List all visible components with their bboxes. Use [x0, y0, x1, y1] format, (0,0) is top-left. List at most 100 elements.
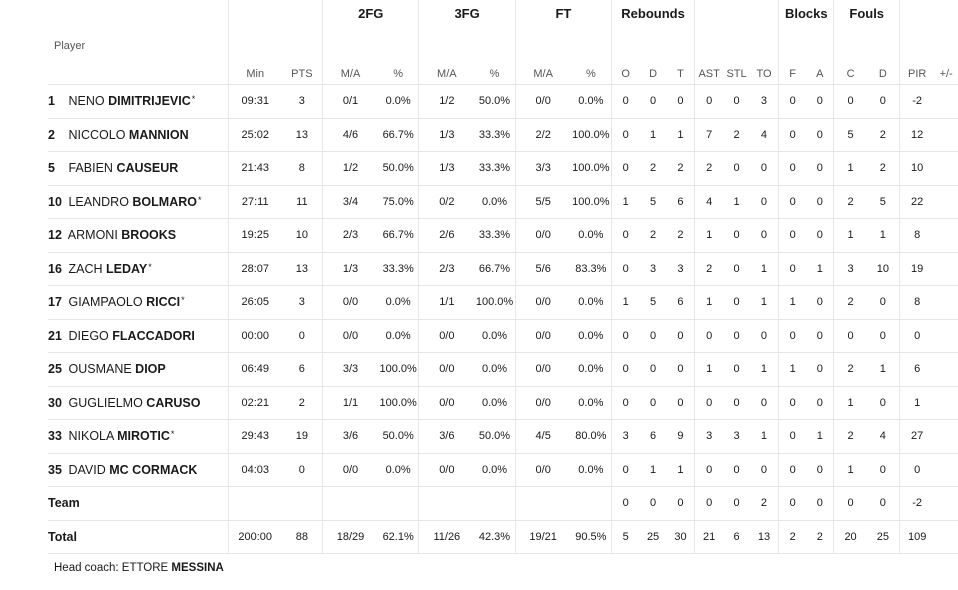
- stat-pts: 6: [281, 352, 323, 386]
- team-foul-d: 0: [866, 486, 900, 520]
- stat-blk-f: 1: [778, 352, 807, 386]
- player-number: 10: [48, 194, 62, 209]
- stat-ft-pct: 0.0%: [570, 285, 612, 319]
- total-fg2-pct: 62.1%: [377, 519, 419, 554]
- team-foul-c: 0: [833, 486, 867, 520]
- stat-pir: 8: [899, 285, 935, 319]
- player-cell: 2 NICCOLO MANNION: [48, 117, 229, 152]
- stat-stl: 0: [723, 318, 750, 353]
- player-cell: 25 OUSMANE DIOP: [48, 352, 229, 386]
- stat-fg2-ma: 3/6: [322, 419, 378, 453]
- group-pir-spacer: [899, 0, 958, 32]
- player-row: 35 DAVID MC CORMACK 04:03 0 0/0 0.0% 0/0 0.0% 0…: [48, 452, 958, 487]
- stat-ft-ma: 4/5: [514, 419, 571, 453]
- stat-reb-d: 2: [639, 218, 667, 252]
- stat-fg2-pct: 75.0%: [377, 184, 419, 219]
- stat-fg2-pct: 0.0%: [377, 285, 419, 319]
- col-ft-pct: %: [585, 68, 596, 80]
- player-row: 17 GIAMPAOLO RICCI* 26:05 3 0/0 0.0% 1/1 100.0…: [48, 285, 958, 319]
- stat-pir: 6: [899, 352, 935, 386]
- stat-fg3-pct: 100.0%: [474, 285, 516, 319]
- stat-to: 0: [749, 318, 779, 353]
- col-to: TO: [756, 68, 772, 80]
- stat-foul-d: 5: [866, 184, 900, 219]
- total-min: 200:00: [227, 519, 282, 554]
- stat-reb-o: 0: [611, 117, 640, 152]
- stat-reb-t: 6: [666, 285, 695, 319]
- stat-fg3-ma: 0/0: [418, 352, 475, 386]
- stat-pts: 2: [281, 385, 323, 420]
- total-label: Total: [48, 519, 229, 554]
- stat-pts: 10: [281, 218, 323, 252]
- player-first-name: GIAMPAOLO: [68, 295, 143, 310]
- group-rebounds: Rebounds: [611, 0, 695, 32]
- stat-reb-t: 0: [666, 352, 695, 386]
- team-blk-f: 0: [778, 486, 807, 520]
- stat-to: 0: [749, 184, 779, 219]
- stat-ft-pct: 100.0%: [570, 117, 612, 152]
- player-first-name: NENO: [68, 94, 105, 109]
- stat-pir: 0: [899, 452, 935, 487]
- stat-fg3-ma: 0/0: [418, 452, 475, 487]
- stat-min: 28:07: [227, 251, 282, 286]
- stat-fg2-pct: 100.0%: [377, 385, 419, 420]
- stat-pir: 1: [899, 385, 935, 420]
- stat-pts: 13: [281, 251, 323, 286]
- stat-reb-o: 0: [611, 452, 640, 487]
- stat-foul-d: 10: [866, 251, 900, 286]
- player-last-name: MC CORMACK: [109, 462, 198, 477]
- player-number: 2: [48, 127, 55, 142]
- stat-blk-a: 0: [806, 285, 834, 319]
- stat-reb-t: 0: [666, 318, 695, 353]
- player-number: 33: [48, 429, 62, 444]
- col-fg2-pct: %: [393, 68, 404, 80]
- stat-min: 21:43: [227, 151, 282, 185]
- stat-min: 09:31: [227, 84, 282, 118]
- stat-fg3-pct: 33.3%: [474, 218, 516, 252]
- stat-foul-c: 1: [833, 385, 867, 420]
- stat-reb-o: 0: [611, 352, 640, 386]
- stat-foul-d: 1: [866, 352, 900, 386]
- stat-foul-c: 2: [833, 352, 867, 386]
- stat-blk-f: 1: [778, 285, 807, 319]
- player-row: 25 OUSMANE DIOP 06:49 6 3/3 100.0% 0/0 0.0% 0/0…: [48, 352, 958, 386]
- stat-fg2-ma: 0/0: [322, 452, 378, 487]
- stat-reb-d: 2: [639, 151, 667, 185]
- player-cell: 16 ZACH LEDAY*: [48, 251, 229, 286]
- player-number: 30: [48, 395, 62, 410]
- stat-reb-d: 5: [639, 184, 667, 219]
- player-cell: 21 DIEGO FLACCADORI: [48, 318, 229, 353]
- stat-reb-t: 2: [666, 218, 695, 252]
- stat-pir: 10: [899, 151, 935, 185]
- group-playmaking-spacer: [694, 0, 779, 32]
- stat-reb-o: 0: [611, 318, 640, 353]
- stat-to: 1: [749, 352, 779, 386]
- stat-ft-ma: 0/0: [514, 84, 571, 118]
- team-fg3-pct: [474, 486, 516, 520]
- stat-ft-pct: 100.0%: [570, 184, 612, 219]
- stat-fg2-ma: 0/1: [322, 84, 378, 118]
- stat-min: 27:11: [227, 184, 282, 219]
- team-ft-ma: [514, 486, 571, 520]
- stat-fg3-ma: 3/6: [418, 419, 475, 453]
- col-fg2-ma: M/A: [322, 32, 378, 85]
- stat-fg2-pct: 50.0%: [377, 419, 419, 453]
- player-cell: 5 FABIEN CAUSEUR: [48, 151, 229, 185]
- stat-reb-t: 9: [666, 419, 695, 453]
- total-reb-t: 30: [666, 519, 695, 554]
- player-first-name: NICCOLO: [68, 127, 126, 142]
- team-row: Team 0 0 0 0 0 2 0 0 0 0 -2: [48, 486, 958, 520]
- stat-ft-ma: 0/0: [514, 318, 571, 353]
- stat-fg3-ma: 1/3: [418, 151, 475, 185]
- total-ast: 21: [694, 519, 724, 554]
- stat-blk-a: 0: [806, 352, 834, 386]
- col-reb-d: D: [649, 68, 658, 80]
- stat-blk-f: 0: [778, 184, 807, 219]
- player-row: 10 LEANDRO BOLMARO* 27:11 11 3/4 75.0% 0/2 0.0…: [48, 184, 958, 219]
- stat-min: 29:43: [227, 419, 282, 453]
- stat-pm: [934, 184, 958, 219]
- stat-fg3-ma: 0/0: [418, 318, 475, 353]
- stat-blk-a: 0: [806, 117, 834, 152]
- stat-to: 1: [749, 251, 779, 286]
- total-ft-ma: 19/21: [514, 519, 571, 554]
